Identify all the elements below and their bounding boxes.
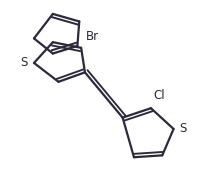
Text: S: S bbox=[20, 56, 27, 69]
Text: Br: Br bbox=[86, 30, 99, 43]
Text: S: S bbox=[179, 122, 187, 135]
Text: Cl: Cl bbox=[154, 89, 165, 101]
